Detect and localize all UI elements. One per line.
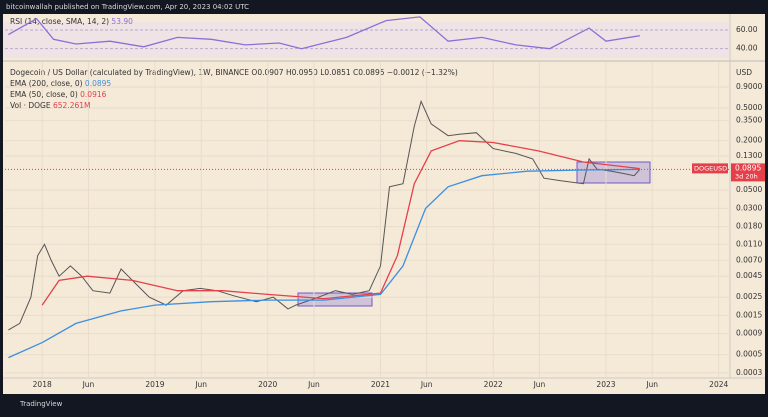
x-tick-label: 2020 bbox=[258, 380, 277, 389]
indicator-value: 0.0895 bbox=[85, 79, 111, 88]
indicator-value: 652.261M bbox=[53, 101, 91, 110]
y-tick-label: 0.0110 bbox=[736, 239, 762, 248]
indicator-legend: Vol · DOGE 652.261M bbox=[10, 101, 91, 110]
y-tick-label: 0.1300 bbox=[736, 151, 762, 160]
y-tick-label: 0.5000 bbox=[736, 103, 762, 112]
y-tick-label: 0.0300 bbox=[736, 203, 762, 212]
rsi-title: RSI (14, close, SMA, 14, 2) 53.90 bbox=[10, 17, 133, 26]
y-tick-label: 0.0500 bbox=[736, 185, 762, 194]
y-tick-label: 40.00 bbox=[736, 44, 758, 53]
y-tick-label: 0.0009 bbox=[736, 329, 762, 338]
footer: TradingView bbox=[19, 400, 63, 408]
footer-bar bbox=[3, 395, 765, 413]
header: bitcoinwallah published on TradingView.c… bbox=[6, 3, 249, 11]
y-tick-label: 60.00 bbox=[736, 25, 758, 34]
y-tick-label: 0.0015 bbox=[736, 310, 762, 319]
indicator-name: Vol · DOGE bbox=[10, 101, 51, 110]
y-tick-label: 0.0005 bbox=[736, 350, 762, 359]
indicator-legend: EMA (50, close, 0) 0.0916 bbox=[10, 90, 107, 99]
series-line bbox=[8, 16, 640, 50]
indicator-legend: EMA (200, close, 0) 0.0895 bbox=[10, 79, 111, 88]
series-line bbox=[8, 99, 641, 331]
chart-title: Dogecoin / US Dollar (calculated by Trad… bbox=[10, 68, 458, 77]
x-tick-label: Jun bbox=[420, 380, 433, 389]
y-tick-label: 0.0025 bbox=[736, 292, 762, 301]
x-tick-label: 2023 bbox=[596, 380, 615, 389]
axis-unit: USD bbox=[736, 68, 752, 77]
price-tag bbox=[692, 163, 728, 174]
y-tick-label: 0.2000 bbox=[736, 136, 762, 145]
rsi-name: RSI (14, close, SMA, 14, 2) bbox=[10, 17, 109, 26]
indicator-name: EMA (200, close, 0) bbox=[10, 79, 83, 88]
x-tick-label: Jun bbox=[533, 380, 546, 389]
x-tick-label: Jun bbox=[307, 380, 320, 389]
rsi-value: 53.90 bbox=[111, 17, 133, 26]
price-countdown: 3d 20h bbox=[735, 172, 758, 180]
y-tick-label: 0.0045 bbox=[736, 271, 762, 280]
x-tick-label: 2022 bbox=[484, 380, 503, 389]
indicator-name: EMA (50, close, 0) bbox=[10, 90, 78, 99]
y-tick-label: 0.3500 bbox=[736, 116, 762, 125]
x-tick-label: Jun bbox=[82, 380, 95, 389]
series-line bbox=[8, 168, 640, 359]
price-tag bbox=[731, 163, 765, 182]
y-tick-label: 0.9000 bbox=[736, 82, 762, 91]
x-tick-label: 2024 bbox=[709, 380, 728, 389]
series-line bbox=[41, 140, 640, 306]
y-tick-label: 0.0003 bbox=[736, 368, 762, 377]
price-symbol: DOGEUSD bbox=[694, 164, 727, 172]
x-tick-label: 2019 bbox=[145, 380, 164, 389]
chart-background bbox=[3, 14, 765, 394]
y-tick-label: 0.0070 bbox=[736, 255, 762, 264]
rsi-band bbox=[3, 22, 730, 58]
price-value: 0.0895 bbox=[735, 163, 761, 172]
x-tick-label: 2018 bbox=[33, 380, 52, 389]
indicator-value: 0.0916 bbox=[80, 90, 106, 99]
x-tick-label: Jun bbox=[645, 380, 658, 389]
y-tick-label: 0.0180 bbox=[736, 222, 762, 231]
x-tick-label: Jun bbox=[194, 380, 207, 389]
x-tick-label: 2021 bbox=[371, 380, 390, 389]
